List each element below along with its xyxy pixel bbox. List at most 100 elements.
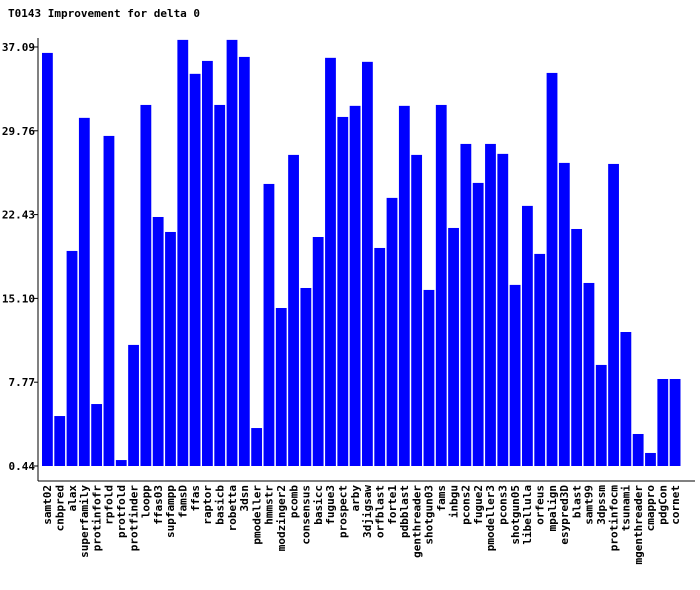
bar xyxy=(42,52,53,466)
bar xyxy=(657,378,669,466)
x-tick-label: modzinger2 xyxy=(275,485,288,551)
x-tick-label: protinfofr xyxy=(90,485,103,552)
x-tick-label: raptor xyxy=(201,485,214,525)
bar xyxy=(497,153,509,466)
x-tick-label: cornet xyxy=(669,485,682,525)
bar xyxy=(435,104,447,466)
bar xyxy=(177,39,189,466)
x-tick-label: samt02 xyxy=(41,485,54,525)
x-tick-label: protfinder xyxy=(127,485,140,552)
x-tick-label: cnbpred xyxy=(53,485,66,531)
bar xyxy=(460,143,472,466)
bar xyxy=(165,231,176,466)
bar xyxy=(115,460,127,466)
bar xyxy=(91,404,103,466)
bar xyxy=(546,72,558,466)
x-tick-label: pdgCon xyxy=(657,485,670,525)
bar xyxy=(54,416,66,466)
bar xyxy=(669,378,681,466)
x-tick-label: pcons2 xyxy=(460,485,473,525)
bar xyxy=(534,253,546,466)
x-tick-label: pmodeller xyxy=(250,485,263,545)
bar xyxy=(325,57,336,466)
bar xyxy=(472,182,484,466)
x-tick-label: loopp xyxy=(140,485,153,518)
x-tick-label: pcomb xyxy=(287,485,300,518)
bar xyxy=(632,433,644,466)
bar xyxy=(66,250,78,466)
bar xyxy=(398,105,410,466)
x-tick-label: libellula xyxy=(521,485,534,545)
bar xyxy=(78,117,90,467)
x-tick-label: inbgu xyxy=(447,485,460,518)
bar xyxy=(485,143,496,466)
bar xyxy=(645,452,656,466)
bar xyxy=(238,56,250,467)
bar xyxy=(337,116,349,466)
bar xyxy=(509,284,521,466)
x-tick-label: basicb xyxy=(213,485,226,525)
bar xyxy=(362,61,373,466)
x-tick-label: fugue2 xyxy=(472,485,485,525)
x-tick-label: 3dpssm xyxy=(595,485,608,525)
bar xyxy=(251,428,263,466)
bar xyxy=(189,73,201,466)
bar xyxy=(288,154,299,466)
x-tick-label: supfampp xyxy=(164,485,177,538)
bar xyxy=(263,183,275,466)
bar xyxy=(226,39,238,466)
y-tick-label: 7.77 xyxy=(9,376,36,389)
y-tick-label: 29.76 xyxy=(2,125,35,138)
y-tick-label: 0.44 xyxy=(9,460,36,473)
bar xyxy=(374,247,386,466)
x-tick-label: shotgun05 xyxy=(509,485,522,545)
x-tick-label: esypred3D xyxy=(558,485,571,545)
bar xyxy=(140,104,152,466)
y-tick-label: 37.09 xyxy=(2,41,35,54)
chart-title: T0143 Improvement for delta 0 xyxy=(8,7,200,20)
bar xyxy=(448,227,459,466)
bar xyxy=(608,163,619,466)
x-tick-label: ffas xyxy=(189,485,202,512)
x-tick-label: fams xyxy=(435,485,448,512)
x-tick-label: pdbblast xyxy=(398,485,411,538)
y-tick-label: 22.43 xyxy=(2,209,35,222)
y-tick-label: 15.10 xyxy=(2,292,35,305)
x-tick-label: protfold xyxy=(115,485,128,538)
x-tick-label: samt99 xyxy=(583,485,596,525)
x-tick-label: prospect xyxy=(337,485,350,538)
x-tick-label: rpfold xyxy=(103,485,116,525)
x-tick-label: forte1 xyxy=(386,485,399,525)
bar xyxy=(583,282,595,466)
x-tick-label: mgenthreader xyxy=(632,485,645,565)
x-tick-label: 3dsn xyxy=(238,485,251,512)
bar xyxy=(349,105,361,466)
x-tick-label: arby xyxy=(349,485,362,512)
bar xyxy=(152,216,164,466)
x-tick-label: basicc xyxy=(312,485,325,525)
bar xyxy=(620,332,632,466)
bar xyxy=(214,104,226,466)
x-tick-label: genthreader xyxy=(410,485,423,558)
bar xyxy=(300,287,312,466)
x-tick-label: cmappro xyxy=(644,485,657,532)
x-tick-label: tsunami xyxy=(620,485,633,532)
bar xyxy=(275,307,287,466)
x-tick-label: orfeus xyxy=(533,485,546,525)
bar xyxy=(522,205,533,466)
x-tick-label: protinfocm xyxy=(607,485,620,552)
bar xyxy=(411,154,423,466)
x-tick-label: fugue3 xyxy=(324,485,337,525)
x-tick-label: shotgun03 xyxy=(423,485,436,545)
x-tick-label: pcons3 xyxy=(497,485,510,525)
bar xyxy=(386,197,398,467)
x-tick-label: orfblast xyxy=(373,485,386,538)
bar xyxy=(571,228,583,466)
bar xyxy=(128,344,139,466)
bar xyxy=(312,236,324,466)
x-tick-label: alax xyxy=(66,485,79,512)
x-tick-label: mpalign xyxy=(546,485,559,531)
bar xyxy=(595,364,607,466)
x-tick-label: 3djigsaw xyxy=(361,485,374,538)
